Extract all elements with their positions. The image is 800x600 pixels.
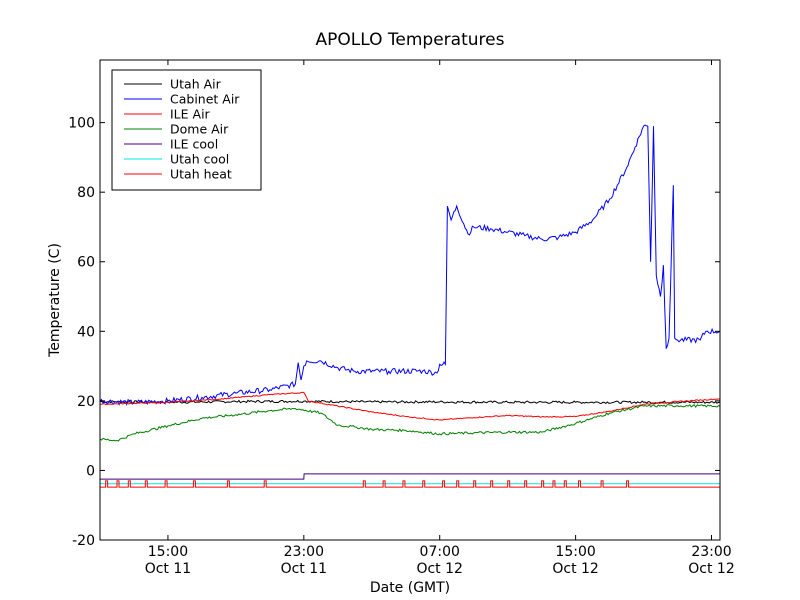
x-tick-label-date: Oct 12 — [552, 561, 598, 577]
x-tick-label-date: Oct 11 — [145, 561, 191, 577]
y-tick-label: 40 — [77, 324, 95, 340]
legend-label: Utah heat — [170, 167, 232, 182]
x-tick-label-time: 15:00 — [148, 544, 188, 560]
y-tick-label: 60 — [77, 255, 95, 271]
x-tick-label-time: 15:00 — [555, 544, 595, 560]
y-tick-label: 100 — [68, 116, 95, 132]
x-tick-label-date: Oct 11 — [281, 561, 327, 577]
x-tick-label-date: Oct 12 — [416, 561, 462, 577]
series-line-ile-air — [100, 391, 720, 421]
x-tick-label-time: 23:00 — [284, 544, 324, 560]
y-axis: -20 0 20 40 60 80 100 — [68, 116, 720, 549]
x-tick-label-time: 23:00 — [691, 544, 731, 560]
y-axis-label: Temperature (C) — [47, 243, 63, 358]
legend-label: ILE Air — [170, 107, 211, 122]
plot-frame — [99, 59, 721, 541]
y-tick-label: 20 — [77, 394, 95, 410]
series-line-ile-cool — [100, 473, 720, 480]
series-line-dome-air — [100, 404, 720, 442]
y-tick-label: 80 — [77, 185, 95, 201]
y-tick-label: -20 — [72, 533, 95, 549]
x-axis-label: Date (GMT) — [370, 580, 450, 596]
x-tick-label-time: 07:00 — [420, 544, 460, 560]
legend-label: Utah Air — [170, 77, 222, 92]
legend-label: Utah cool — [170, 152, 229, 167]
legend-label: ILE cool — [170, 137, 218, 152]
legend-label: Dome Air — [170, 122, 229, 137]
chart-title: APOLLO Temperatures — [316, 30, 505, 50]
legend-box — [111, 69, 262, 191]
legend-label: Cabinet Air — [170, 92, 240, 107]
y-tick-label: 0 — [86, 463, 95, 479]
series-layer — [100, 124, 720, 488]
series-line-cabinet-air — [100, 124, 720, 407]
series-line-utah-air — [100, 399, 720, 405]
x-tick-label-date: Oct 12 — [688, 561, 734, 577]
series-line-utah-heat — [100, 480, 720, 488]
